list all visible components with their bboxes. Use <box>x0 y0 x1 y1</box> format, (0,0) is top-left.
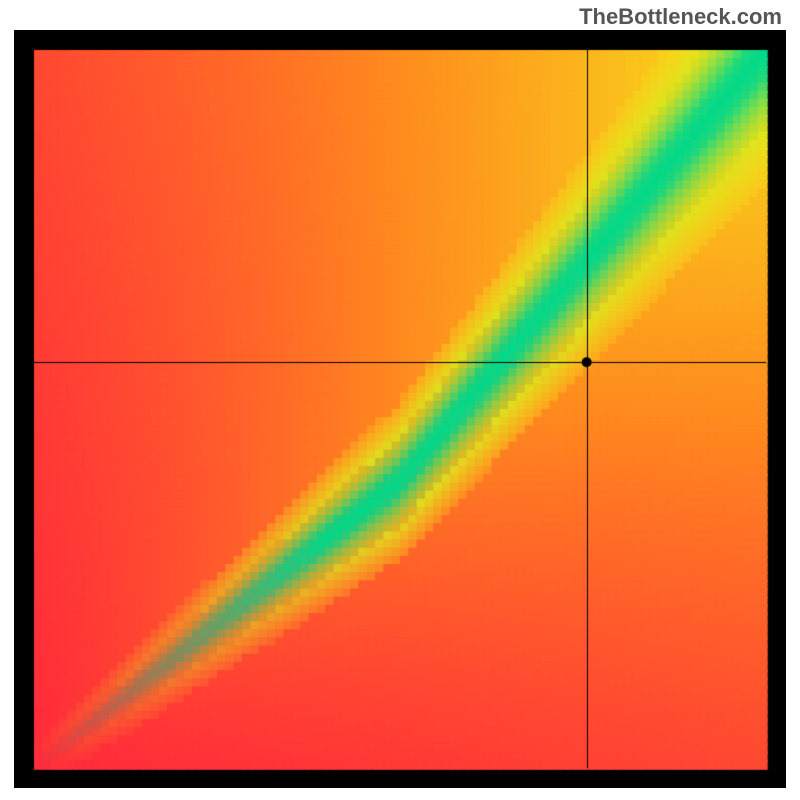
heatmap-canvas <box>14 30 786 788</box>
heatmap-frame <box>14 30 786 788</box>
chart-container: TheBottleneck.com <box>0 0 800 800</box>
watermark-text: TheBottleneck.com <box>579 4 782 30</box>
